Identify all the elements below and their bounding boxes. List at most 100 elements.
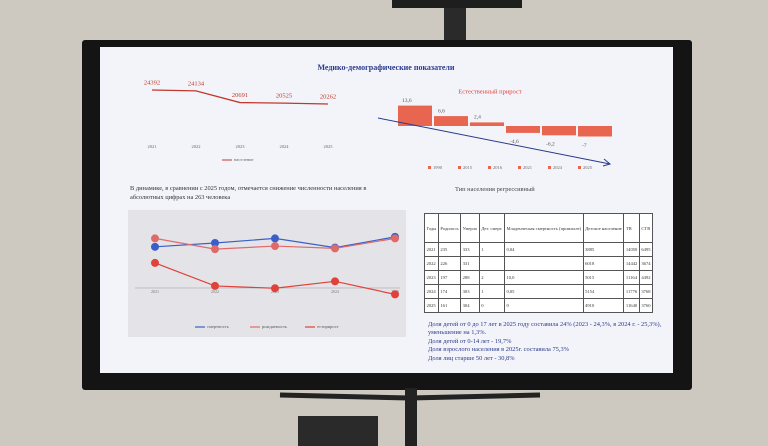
growth-label: 13,6: [402, 98, 412, 104]
growth-label: 2,4: [474, 115, 481, 121]
population-label: 24134: [188, 80, 205, 87]
bullet: Доля взрослого населения в 2025г. состав…: [428, 346, 569, 354]
series-point: [391, 290, 399, 299]
series-point: [331, 244, 339, 253]
header-cell: Детское население: [582, 213, 625, 243]
series-point: [391, 234, 399, 243]
table-cell: 161: [437, 298, 462, 313]
table-cell: 10,0: [503, 270, 584, 285]
population-label: 24392: [144, 79, 160, 86]
header-cell: Младенческая смертность (промилле): [503, 213, 584, 243]
legend-swatch: [428, 166, 431, 169]
table-row: 2023 197 288 2 10,0 5015 11164 4492: [424, 270, 654, 285]
growth-bar: [398, 105, 432, 126]
growth-bar: [470, 122, 504, 126]
header-cell: Умерло: [460, 213, 480, 243]
header-cell: СТВ: [638, 213, 654, 243]
growth-label: -4,6: [510, 139, 519, 145]
legend-label: 2021: [523, 165, 532, 170]
table-cell: 5154: [582, 284, 625, 299]
device: [298, 416, 378, 446]
growth-bar: [542, 126, 576, 136]
legend-label: рождаемость: [262, 324, 287, 329]
table-row: 2022 226 331 6018 14442 3674: [424, 256, 654, 271]
legend-label: 2025: [583, 165, 593, 170]
legend-label: 1990: [433, 165, 443, 170]
growth-label: -6,2: [546, 142, 555, 148]
population-year: 2025: [324, 144, 334, 149]
growth-title: Естественный прирост: [458, 88, 522, 95]
bullet: Доля детей от 0 до 17 лет в 2025 году со…: [428, 321, 662, 337]
table-cell: 3885: [582, 242, 625, 257]
legend-swatch: [488, 166, 491, 169]
legend-label: естприрост: [317, 324, 339, 329]
table-cell: 11164: [623, 270, 640, 285]
series-point: [271, 234, 279, 243]
growth-bar: [434, 116, 468, 126]
table-cell: 288: [460, 270, 480, 285]
table-cell: 1: [478, 242, 505, 257]
series-point: [151, 234, 159, 243]
table-cell: 2: [478, 270, 505, 285]
series-point: [271, 284, 279, 293]
legend-swatch: [578, 166, 581, 169]
table-header: Годы Родилось Умерло Дет. смерт. Младенческа…: [424, 213, 654, 243]
table-cell: 303: [460, 284, 480, 299]
table-cell: 174: [437, 284, 462, 299]
table-cell: 0,05: [503, 284, 584, 299]
table-cell: 6495: [638, 242, 654, 257]
growth-bar: [578, 126, 612, 137]
table-cell: 1: [478, 284, 505, 299]
population-label: 20525: [276, 93, 292, 100]
legend-swatch: [518, 166, 521, 169]
series-point: [151, 242, 159, 251]
trend-arrow: [377, 117, 612, 167]
table-cell: 14442: [623, 256, 640, 271]
x-tick-label: 2024: [331, 289, 339, 294]
mount: [444, 0, 466, 46]
note: В динамике, в сравнении с 2025 годом, от…: [130, 185, 367, 201]
series-point: [151, 258, 159, 267]
slide-title: Медико-демографические показатели: [317, 63, 454, 72]
table-cell: [503, 256, 584, 271]
population-label: 20691: [232, 92, 248, 99]
x-tick-label: 2022: [211, 289, 219, 294]
header-cell: Годы: [424, 213, 439, 243]
table-cell: 2024: [424, 284, 439, 299]
projector: [392, 0, 522, 8]
population-year: 2022: [192, 144, 201, 149]
table-cell: 304: [460, 298, 480, 313]
table-cell: 0,04: [503, 242, 584, 257]
table-caption: Тип населения регрессивный: [455, 186, 535, 193]
header-cell: Дет. смерт.: [478, 213, 505, 243]
series-point: [211, 239, 219, 247]
table-cell: 2021: [424, 242, 439, 257]
x-tick-label: 2021: [151, 289, 159, 294]
table-cell: 6018: [582, 256, 625, 271]
header-cell: ТВ: [623, 213, 640, 243]
table-cell: [478, 256, 505, 271]
population-year: 2023: [236, 144, 246, 149]
stand: [405, 388, 417, 446]
table-row: 2024 174 303 1 0,05 5154 11776 3768: [424, 284, 654, 299]
table-cell: 235: [437, 242, 462, 257]
legend-swatch: [548, 166, 551, 169]
table-cell: 333: [460, 242, 480, 257]
table-cell: 3768: [638, 284, 654, 299]
population-label: 20262: [320, 93, 336, 100]
table-cell: 3760: [638, 298, 654, 313]
series-point: [331, 277, 339, 286]
series-point: [211, 281, 219, 290]
legend-swatch: [458, 166, 461, 169]
table-cell: 197: [437, 270, 462, 285]
table-cell: 2023: [424, 270, 439, 285]
series-point: [211, 245, 219, 254]
table-cell: 3674: [638, 256, 654, 271]
table-cell: 4492: [638, 270, 654, 285]
bullet: Доля детей от 0-14 лет - 19,7%: [428, 337, 512, 345]
stand-base: [279, 392, 541, 401]
legend-label: смертность: [207, 324, 229, 329]
population-line: [151, 89, 329, 105]
table-cell: 11776: [623, 284, 640, 299]
